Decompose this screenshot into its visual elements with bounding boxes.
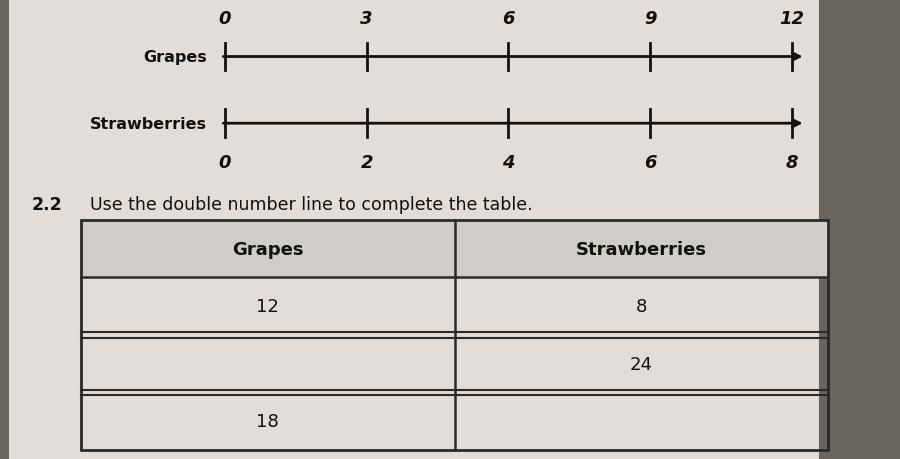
Bar: [81, 220, 828, 450]
Text: 12: 12: [779, 10, 805, 28]
Text: 24: 24: [630, 355, 652, 373]
Text: 8: 8: [635, 297, 647, 315]
Text: 6: 6: [502, 10, 515, 28]
Text: 2.2: 2.2: [32, 195, 62, 213]
Text: 0: 0: [219, 10, 231, 28]
Text: 18: 18: [256, 412, 279, 430]
Text: 9: 9: [644, 10, 656, 28]
Text: Strawberries: Strawberries: [576, 240, 706, 258]
Text: 3: 3: [361, 10, 373, 28]
Text: 6: 6: [644, 154, 656, 172]
Text: Grapes: Grapes: [232, 240, 303, 258]
Text: 4: 4: [502, 154, 515, 172]
Text: Use the double number line to complete the table.: Use the double number line to complete t…: [90, 195, 533, 213]
Text: 8: 8: [786, 154, 798, 172]
Text: Strawberries: Strawberries: [90, 117, 207, 131]
Text: Grapes: Grapes: [143, 50, 207, 65]
Text: 0: 0: [219, 154, 231, 172]
Text: 12: 12: [256, 297, 279, 315]
Text: 2: 2: [361, 154, 373, 172]
Bar: [81, 220, 828, 278]
